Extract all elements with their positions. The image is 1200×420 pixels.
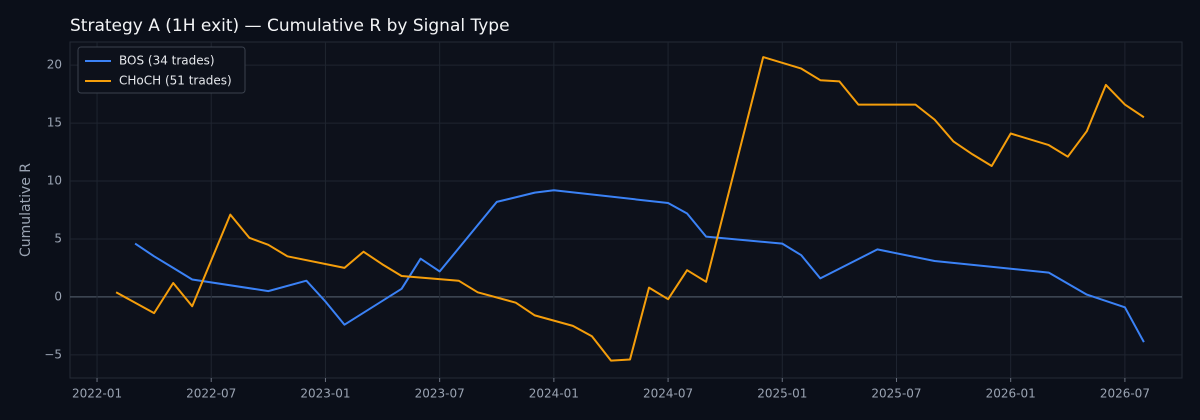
legend-label: CHoCH (51 trades) [119,74,232,88]
plot-area [69,41,1183,379]
y-tick-label: 15 [47,116,62,130]
legend-label: BOS (34 trades) [119,54,215,68]
y-tick-label: 0 [54,289,62,303]
y-tick-label: 20 [47,58,62,72]
line [115,56,1145,362]
chart-title: Strategy A (1H exit) — Cumulative R by S… [70,16,510,36]
y-tick-label: −5 [44,347,62,361]
line [134,189,1145,343]
x-tick-label: 2026-01 [986,387,1036,401]
x-tick-label: 2022-01 [72,387,122,401]
x-tick-label: 2023-01 [300,387,350,401]
y-axis-label: Cumulative R [18,163,34,257]
x-tick-label: 2025-07 [871,387,921,401]
x-tick-label: 2022-07 [186,387,236,401]
x-tick-label: 2024-01 [529,387,579,401]
x-tick-label: 2026-07 [1100,387,1150,401]
x-tick-label: 2025-01 [757,387,807,401]
legend-box [77,46,246,94]
y-tick-label: 10 [47,174,62,188]
x-tick-label: 2023-07 [415,387,465,401]
x-tick-label: 2024-07 [643,387,693,401]
y-tick-label: 5 [54,231,62,245]
